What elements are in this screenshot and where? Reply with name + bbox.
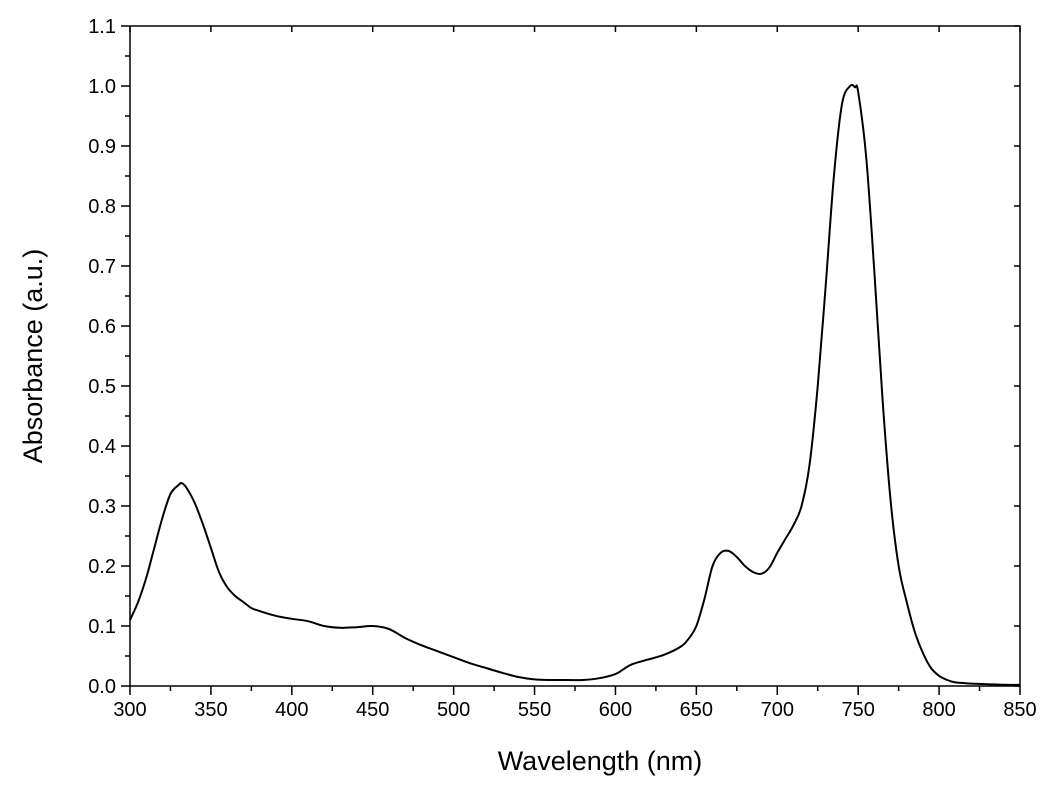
- y-axis-title: Absorbance (a.u.): [18, 249, 48, 464]
- y-tick-label: 1.1: [88, 16, 116, 38]
- axis-tick-labels: 300 350 400 450 500 550 600 650 700 750 800 850 0.0 0…: [88, 16, 1037, 721]
- y-tick-label: 0.6: [88, 316, 116, 338]
- x-tick-label: 400: [275, 699, 308, 721]
- axis-ticks: [121, 25, 1021, 695]
- x-tick-label: 800: [922, 699, 955, 721]
- y-tick-label: 0.0: [88, 676, 116, 698]
- x-tick-label: 500: [437, 699, 470, 721]
- plot-frame: [129, 25, 1021, 687]
- x-tick-label: 750: [841, 699, 874, 721]
- x-tick-label: 300: [113, 699, 146, 721]
- x-tick-label: 850: [1003, 699, 1036, 721]
- y-tick-label: 0.1: [88, 616, 116, 638]
- x-tick-label: 450: [356, 699, 389, 721]
- x-tick-label: 350: [194, 699, 227, 721]
- y-tick-label: 1.0: [88, 76, 116, 98]
- y-tick-label: 0.5: [88, 376, 116, 398]
- y-tick-label: 0.8: [88, 196, 116, 218]
- y-tick-label: 0.9: [88, 136, 116, 158]
- y-tick-label: 0.2: [88, 556, 116, 578]
- y-tick-label: 0.4: [88, 436, 116, 458]
- x-tick-label: 550: [518, 699, 551, 721]
- spectrum-line: [129, 83, 1021, 686]
- x-tick-label: 650: [680, 699, 713, 721]
- x-tick-label: 700: [761, 699, 794, 721]
- y-tick-label: 0.7: [88, 256, 116, 278]
- x-axis-title: Wavelength (nm): [498, 746, 703, 776]
- x-tick-label: 600: [599, 699, 632, 721]
- y-tick-label: 0.3: [88, 496, 116, 518]
